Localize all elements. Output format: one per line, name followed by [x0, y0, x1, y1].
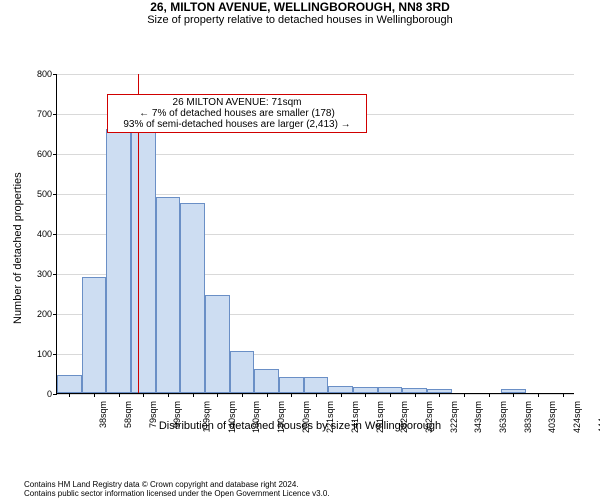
ytick-label: 500: [37, 189, 57, 199]
bar: [82, 277, 107, 393]
callout-line-2: ← 7% of detached houses are smaller (178…: [114, 108, 360, 119]
chart-subtitle: Size of property relative to detached ho…: [0, 14, 600, 26]
callout-box: 26 MILTON AVENUE: 71sqm← 7% of detached …: [107, 94, 367, 133]
ytick-label: 700: [37, 109, 57, 119]
xtick-mark: [538, 393, 539, 397]
bar: [57, 375, 82, 393]
callout-line-1: 26 MILTON AVENUE: 71sqm: [114, 97, 360, 108]
xtick-mark: [341, 393, 342, 397]
xtick-mark: [365, 393, 366, 397]
xtick-mark: [143, 393, 144, 397]
bar: [205, 295, 230, 393]
xtick-mark: [464, 393, 465, 397]
footer: Contains HM Land Registry data © Crown c…: [0, 480, 600, 498]
y-axis-label: Number of detached properties: [12, 172, 24, 324]
xtick-mark: [267, 393, 268, 397]
xtick-mark: [489, 393, 490, 397]
bar: [254, 369, 279, 393]
xtick-mark: [513, 393, 514, 397]
bar: [230, 351, 255, 393]
footer-line-2: Contains public sector information licen…: [24, 489, 600, 498]
xtick-mark: [291, 393, 292, 397]
bar: [328, 386, 353, 393]
bar: [131, 121, 156, 393]
xtick-mark: [390, 393, 391, 397]
xtick-mark: [94, 393, 95, 397]
xtick-mark: [217, 393, 218, 397]
xtick-mark: [563, 393, 564, 397]
ytick-label: 100: [37, 349, 57, 359]
plot-area: 010020030040050060070080038sqm58sqm79sqm…: [56, 74, 574, 394]
bar: [106, 129, 131, 393]
bar: [156, 197, 181, 393]
callout-line-3: 93% of semi-detached houses are larger (…: [114, 119, 360, 130]
xtick-mark: [316, 393, 317, 397]
ytick-label: 200: [37, 309, 57, 319]
bar: [180, 203, 205, 393]
xtick-mark: [193, 393, 194, 397]
ytick-label: 800: [37, 69, 57, 79]
xtick-mark: [119, 393, 120, 397]
xtick-mark: [439, 393, 440, 397]
xtick-mark: [415, 393, 416, 397]
xtick-mark: [168, 393, 169, 397]
x-axis-label: Distribution of detached houses by size …: [0, 420, 600, 432]
ytick-label: 400: [37, 229, 57, 239]
bar: [304, 377, 329, 393]
gridline: [57, 74, 574, 75]
ytick-label: 300: [37, 269, 57, 279]
chart-title: 26, MILTON AVENUE, WELLINGBOROUGH, NN8 3…: [0, 0, 600, 14]
ytick-label: 0: [47, 389, 57, 399]
xtick-mark: [242, 393, 243, 397]
xtick-mark: [69, 393, 70, 397]
ytick-label: 600: [37, 149, 57, 159]
bar: [279, 377, 304, 393]
footer-line-1: Contains HM Land Registry data © Crown c…: [24, 480, 600, 489]
